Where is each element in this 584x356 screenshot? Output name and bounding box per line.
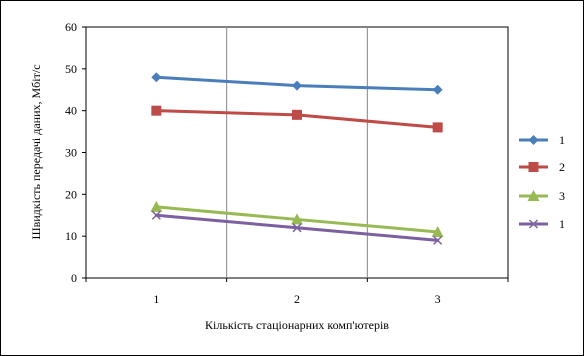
x-axis-ticks: 1 2 3	[85, 278, 509, 306]
data-point	[151, 210, 161, 220]
x-tick-label: 3	[435, 292, 441, 306]
legend-item: 1	[519, 217, 565, 231]
data-point	[150, 200, 163, 212]
y-tick-label: 30	[65, 146, 77, 160]
x-tick-label: 2	[294, 292, 300, 306]
legend-label: 3	[559, 189, 565, 203]
y-tick-label: 20	[65, 187, 77, 201]
series-3	[150, 200, 444, 237]
y-tick-label: 0	[71, 271, 77, 285]
data-point	[433, 235, 443, 245]
data-point	[292, 109, 302, 120]
legend-marker	[528, 162, 539, 172]
grid-lines	[226, 27, 368, 278]
series-1	[151, 72, 443, 95]
data-point	[292, 223, 302, 233]
data-point	[151, 72, 162, 83]
data-point	[432, 122, 443, 133]
data-point	[151, 105, 162, 116]
legend-marker	[528, 219, 539, 229]
legend: 1 2 3 1	[519, 133, 565, 231]
x-axis-title: Кількість стаціонарних комп'ютерів	[205, 318, 389, 332]
y-tick-label: 10	[65, 229, 77, 243]
y-axis-ticks: 0 10 20 30 40 50 60	[65, 20, 86, 285]
legend-label: 1	[559, 217, 565, 231]
y-axis-title: Швидкість передачі даних, Мбіт/с	[29, 64, 43, 239]
data-point	[292, 80, 302, 91]
legend-marker	[528, 135, 539, 145]
x-tick-label: 1	[153, 292, 159, 306]
y-tick-label: 50	[65, 62, 77, 76]
y-tick-label: 60	[65, 20, 77, 34]
legend-item: 1	[519, 133, 565, 147]
series-4	[151, 210, 443, 245]
data-point	[432, 84, 443, 95]
series-layer	[150, 72, 444, 245]
legend-item: 2	[519, 160, 565, 174]
legend-label: 2	[559, 160, 565, 174]
data-point	[431, 225, 444, 237]
y-tick-label: 40	[65, 104, 77, 118]
series-2	[151, 105, 443, 133]
data-point	[291, 213, 303, 225]
legend-label: 1	[559, 133, 565, 147]
legend-item: 3	[519, 189, 565, 203]
legend-marker	[527, 190, 540, 201]
